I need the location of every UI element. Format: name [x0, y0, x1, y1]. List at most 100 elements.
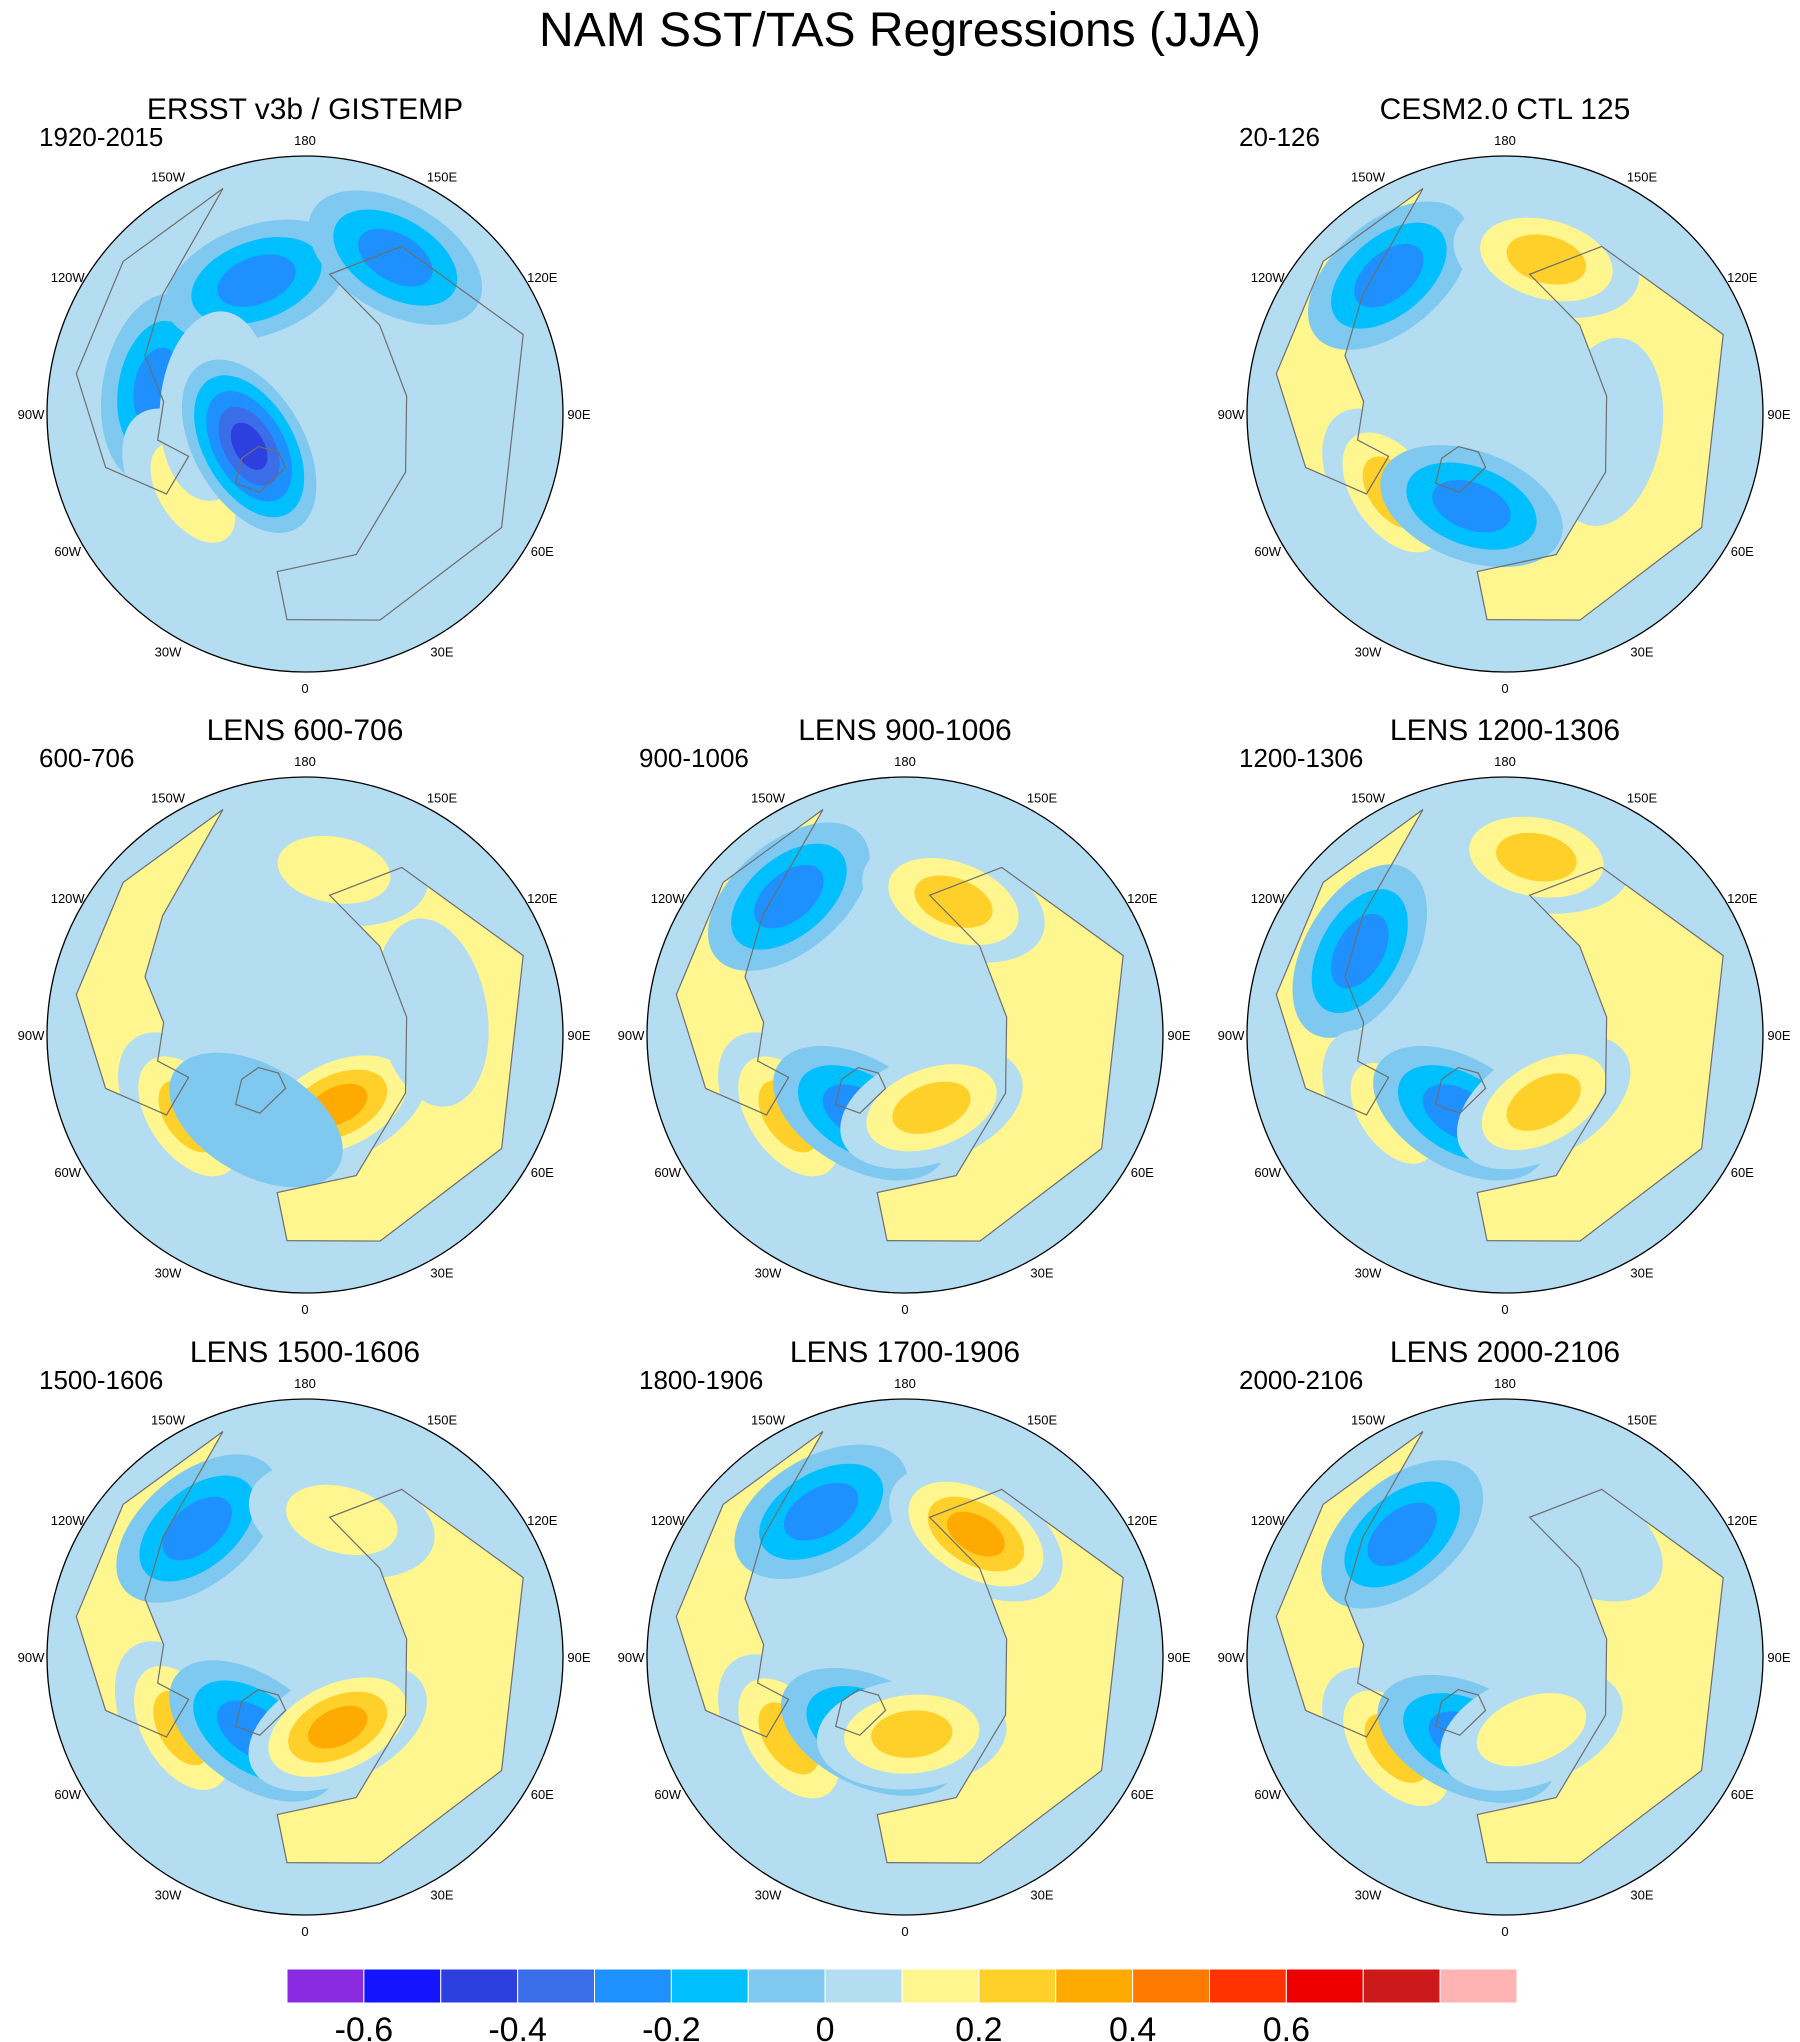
- longitude-label: 90E: [1767, 407, 1790, 422]
- map-boundary: [646, 1398, 1164, 1916]
- coastline: [234, 445, 287, 493]
- land-anomaly-region: [76, 1431, 223, 1737]
- map-panel: LENS 900-1006 900-1006 180 150E 120E 90E 60E 30…: [618, 714, 1191, 1317]
- longitude-label: 150E: [427, 1413, 458, 1428]
- longitude-label: 120E: [1127, 891, 1158, 906]
- anomaly-contour: [277, 835, 391, 904]
- anomaly-contour: [892, 1081, 971, 1134]
- panel-period: 600-706: [39, 743, 134, 773]
- land-anomaly-region: [1276, 1431, 1423, 1737]
- anomaly-contour: [358, 228, 433, 287]
- longitude-label: 60W: [654, 1787, 681, 1802]
- contour-field: [1247, 1399, 1763, 1915]
- anomaly-contour: [217, 254, 296, 307]
- longitude-label: 150W: [1351, 170, 1386, 185]
- land-anomaly-region: [277, 1489, 524, 1864]
- panel-period: 1200-1306: [1239, 743, 1363, 773]
- longitude-label: 30E: [1630, 1265, 1653, 1280]
- longitude-label: 180: [294, 1376, 316, 1391]
- longitude-label: 150E: [427, 170, 458, 185]
- coastline: [75, 188, 224, 495]
- map-panel: CESM2.0 CTL 125 20-126 180 150E 120E 90E 60E 30…: [1218, 93, 1791, 696]
- colorbar-swatch: [1362, 1968, 1441, 2004]
- longitude-label: 150E: [1627, 170, 1658, 185]
- colorbar-swatch: [824, 1968, 903, 2004]
- longitude-label: 0: [301, 681, 308, 696]
- longitude-label: 90W: [618, 1650, 645, 1665]
- map-panel: LENS 1200-1306 1200-1306 180 150E 120E 90E 60E…: [1218, 714, 1791, 1317]
- longitude-label: 30E: [430, 1887, 453, 1902]
- longitude-label: 150E: [1627, 1413, 1658, 1428]
- colorbar-tick-label: 0.6: [1263, 2011, 1310, 2042]
- longitude-label: 180: [294, 133, 316, 148]
- coastline: [1434, 1688, 1487, 1736]
- longitude-label: 30W: [1355, 1265, 1382, 1280]
- longitude-label: 180: [894, 1376, 916, 1391]
- map-boundary: [46, 776, 564, 1294]
- longitude-label: 90W: [18, 407, 45, 422]
- coastline: [276, 245, 524, 621]
- longitude-label: 60E: [531, 1165, 554, 1180]
- longitude-label: 30W: [155, 1265, 182, 1280]
- contour-field: [1247, 156, 1763, 672]
- anomaly-contour: [230, 422, 268, 470]
- colorbar-swatch: [901, 1968, 980, 2004]
- coastline: [234, 1688, 287, 1736]
- coastline: [1476, 245, 1724, 621]
- panel-title: CESM2.0 CTL 125: [1380, 93, 1631, 126]
- longitude-label: 60W: [1254, 1787, 1281, 1802]
- panel-title: ERSST v3b / GISTEMP: [147, 93, 463, 126]
- colorbar-swatch: [978, 1968, 1057, 2004]
- panel-period: 2000-2106: [1239, 1365, 1363, 1395]
- longitude-label: 0: [901, 1302, 908, 1317]
- anomaly-contour: [169, 1052, 343, 1188]
- anomaly-contour: [783, 1482, 859, 1541]
- longitude-label: 180: [1494, 133, 1516, 148]
- land-anomaly-region: [676, 1431, 823, 1737]
- longitude-label: 60W: [54, 544, 81, 559]
- colorbar-swatch: [1285, 1968, 1364, 2004]
- contour-field: [47, 777, 563, 1293]
- longitude-label: 180: [1494, 1376, 1516, 1391]
- colorbar-swatch: [286, 1968, 365, 2004]
- coastline: [1275, 188, 1424, 495]
- longitude-label: 90W: [18, 1650, 45, 1665]
- longitude-label: 180: [894, 754, 916, 769]
- panel-period: 1920-2015: [39, 122, 163, 152]
- longitude-label: 30E: [430, 1265, 453, 1280]
- anomaly-contour: [947, 1511, 1005, 1557]
- longitude-label: 0: [1501, 1924, 1508, 1939]
- colorbar-swatch: [747, 1968, 826, 2004]
- panel-title: LENS 1700-1906: [790, 1336, 1020, 1369]
- longitude-label: 90E: [567, 1028, 590, 1043]
- colorbar: -0.6 -0.4 -0.2 0 0.2 0.4 0.6: [286, 1968, 1518, 2042]
- contour-field: [47, 1399, 563, 1915]
- longitude-label: 120W: [1251, 1513, 1286, 1528]
- land-anomaly-region: [277, 246, 524, 621]
- coastline: [675, 1431, 824, 1738]
- longitude-label: 150W: [151, 1413, 186, 1428]
- map-boundary: [1246, 155, 1764, 673]
- colorbar-tick-label: -0.4: [488, 2011, 547, 2042]
- coastline: [1476, 1488, 1724, 1864]
- longitude-label: 60E: [1131, 1787, 1154, 1802]
- anomaly-contour: [1476, 1693, 1587, 1767]
- anomaly-contour: [162, 1496, 232, 1561]
- anomaly-contour: [1432, 479, 1511, 533]
- colorbar-swatch: [363, 1968, 442, 2004]
- longitude-label: 120E: [527, 1513, 558, 1528]
- colorbar-tick-label: 0.2: [955, 2011, 1002, 2042]
- longitude-label: 90W: [1218, 1028, 1245, 1043]
- longitude-label: 0: [301, 1924, 308, 1939]
- longitude-label: 60E: [531, 544, 554, 559]
- map-panel: LENS 2000-2106 2000-2106 180 150E 120E 90E 60E…: [1218, 1336, 1791, 1939]
- longitude-label: 120E: [1727, 891, 1758, 906]
- longitude-label: 30E: [1630, 1887, 1653, 1902]
- land-anomaly-region: [1276, 809, 1423, 1115]
- anomaly-contour: [1330, 913, 1389, 989]
- longitude-label: 90E: [567, 407, 590, 422]
- longitude-label: 60W: [54, 1165, 81, 1180]
